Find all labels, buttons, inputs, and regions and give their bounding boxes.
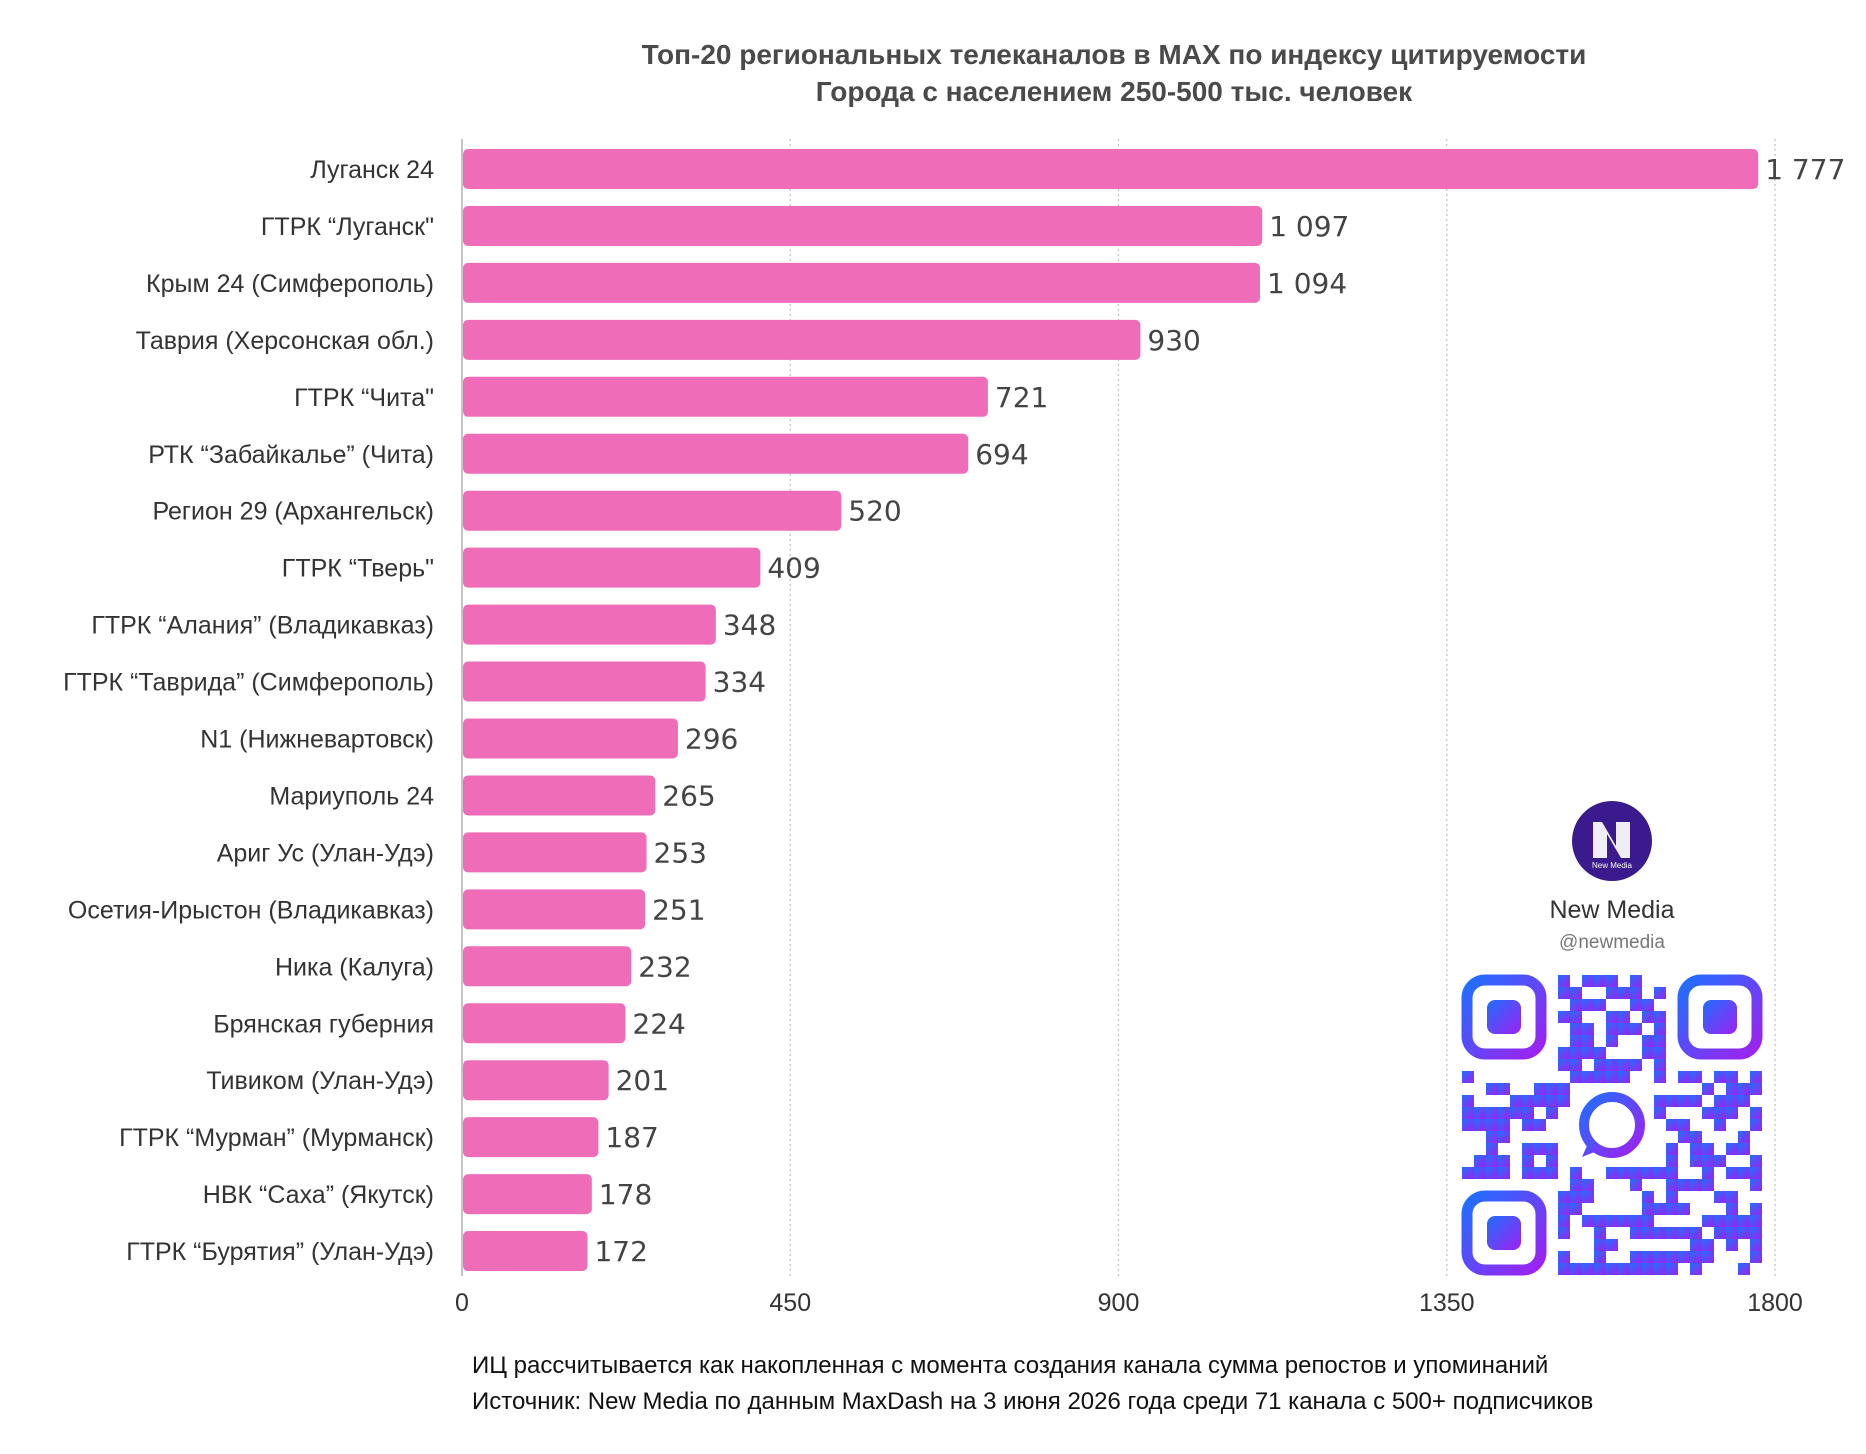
- value-label: 1 777: [1765, 153, 1845, 186]
- bar: [463, 1117, 599, 1158]
- category-label: РТК “Забайкалье” (Чита): [148, 441, 434, 469]
- category-label: Крым 24 (Симферополь): [146, 270, 434, 298]
- value-label: 348: [723, 609, 776, 642]
- category-label: Мариуполь 24: [269, 782, 434, 810]
- bar: [463, 433, 969, 474]
- category-label: ГТРК “Чита": [294, 384, 434, 412]
- bar: [463, 319, 1141, 360]
- brand-name: New Media: [1549, 896, 1674, 924]
- category-label: Луганск 24: [310, 156, 434, 184]
- value-label: 201: [616, 1064, 669, 1097]
- logo-lettering: New Media: [1592, 861, 1633, 870]
- bar: [463, 661, 706, 702]
- bar: [463, 775, 656, 816]
- value-label: 187: [605, 1121, 658, 1154]
- brand-block: New Media New Media @newmedia: [1461, 801, 1763, 1276]
- bar: [463, 1174, 592, 1215]
- x-tick-label: 900: [1098, 1289, 1140, 1317]
- value-label: 265: [662, 779, 715, 812]
- category-label: ГТРК “Таврида” (Симферополь): [63, 669, 434, 697]
- value-label: 930: [1147, 324, 1200, 357]
- category-label: N1 (Нижневартовск): [200, 726, 434, 754]
- value-label: 721: [995, 381, 1048, 414]
- value-label: 334: [713, 666, 766, 699]
- category-label: Ника (Калуга): [275, 953, 434, 981]
- newmedia-logo-icon: New Media: [1572, 801, 1652, 881]
- value-label: 1 097: [1269, 210, 1349, 243]
- bar: [463, 262, 1261, 303]
- x-tick-label: 1800: [1747, 1289, 1803, 1317]
- chart-title: Топ-20 региональных телеканалов в MAX по…: [642, 39, 1587, 70]
- value-label: 409: [767, 552, 820, 585]
- bars: Луганск 24 1 777 ГТРК “Луганск" 1 097 Крым 2…: [63, 149, 1845, 1272]
- x-axis-ticks: 0 450 900 1350 1800: [455, 1289, 1803, 1317]
- footnote-method: ИЦ рассчитывается как накопленная с моме…: [472, 1352, 1548, 1379]
- bar: [463, 205, 1263, 246]
- category-label: Ариг Ус (Улан-Удэ): [217, 839, 434, 867]
- category-label: ГТРК “Тверь": [282, 555, 434, 583]
- x-tick-label: 1350: [1419, 1289, 1475, 1317]
- bar: [463, 832, 647, 873]
- value-label: 1 094: [1267, 267, 1347, 300]
- chart-subtitle: Города с населением 250-500 тыс. человек: [816, 76, 1413, 107]
- value-label: 694: [975, 438, 1028, 471]
- bar: [463, 547, 761, 588]
- bar: [463, 889, 646, 930]
- bar: [463, 718, 678, 759]
- value-label: 232: [638, 950, 691, 983]
- bar: [463, 1060, 609, 1101]
- category-label: Тивиком (Улан-Удэ): [206, 1067, 434, 1095]
- footnote-source: Источник: New Media по данным MaxDash на…: [472, 1388, 1593, 1415]
- value-label: 172: [594, 1235, 647, 1268]
- category-label: Таврия (Херсонская обл.): [136, 327, 434, 355]
- category-label: ГТРК “Мурман” (Мурманск): [119, 1124, 434, 1152]
- category-label: ГТРК “Алания” (Владикавказ): [91, 612, 434, 640]
- value-label: 251: [652, 893, 705, 926]
- category-label: Брянская губерния: [213, 1010, 434, 1038]
- bar: [463, 946, 632, 987]
- x-tick-label: 450: [769, 1289, 811, 1317]
- brand-handle: @newmedia: [1559, 932, 1665, 953]
- bar: [463, 490, 842, 531]
- qr-code-icon: [1461, 974, 1763, 1276]
- category-label: НВК “Саха” (Якутск): [203, 1181, 434, 1209]
- category-label: Регион 29 (Архангельск): [152, 498, 434, 526]
- x-tick-label: 0: [455, 1289, 469, 1317]
- bar: [463, 604, 716, 645]
- value-label: 253: [654, 836, 707, 869]
- category-label: ГТРК “Луганск": [261, 213, 434, 241]
- value-label: 520: [848, 495, 901, 528]
- value-label: 224: [632, 1007, 685, 1040]
- value-label: 178: [599, 1178, 652, 1211]
- category-label: ГТРК “Бурятия” (Улан-Удэ): [126, 1238, 434, 1266]
- value-label: 296: [685, 723, 738, 756]
- bar: [463, 1003, 626, 1044]
- category-label: Осетия-Ирыстон (Владикавказ): [68, 896, 434, 924]
- bar: [463, 376, 988, 417]
- bar: [463, 1231, 588, 1272]
- bar: [463, 149, 1759, 189]
